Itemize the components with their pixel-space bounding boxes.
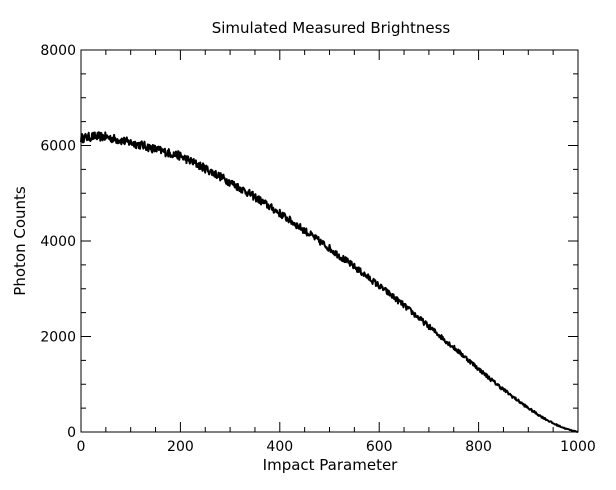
x-axis-label: Impact Parameter: [263, 456, 399, 474]
x-tick-label: 0: [77, 439, 86, 455]
tick-labels: 0 200 400 600 800 1000 0 2000 4000 6000 8000: [40, 43, 595, 455]
y-tick-label: 6000: [40, 139, 76, 155]
x-tick-label: 800: [465, 439, 492, 455]
x-tick-label: 200: [167, 439, 194, 455]
x-tick-label: 600: [366, 439, 393, 455]
axis-ticks: [80, 49, 579, 433]
chart-title: Simulated Measured Brightness: [212, 19, 451, 37]
x-tick-label: 1000: [560, 439, 596, 455]
y-axis-label: Photon Counts: [11, 186, 29, 296]
y-tick-label: 2000: [40, 330, 76, 346]
y-tick-label: 4000: [40, 234, 76, 250]
y-tick-label: 8000: [40, 43, 76, 59]
series-line: [80, 131, 579, 433]
x-tick-label: 400: [266, 439, 293, 455]
plot-frame: [80, 49, 579, 433]
y-tick-label: 0: [67, 425, 76, 441]
